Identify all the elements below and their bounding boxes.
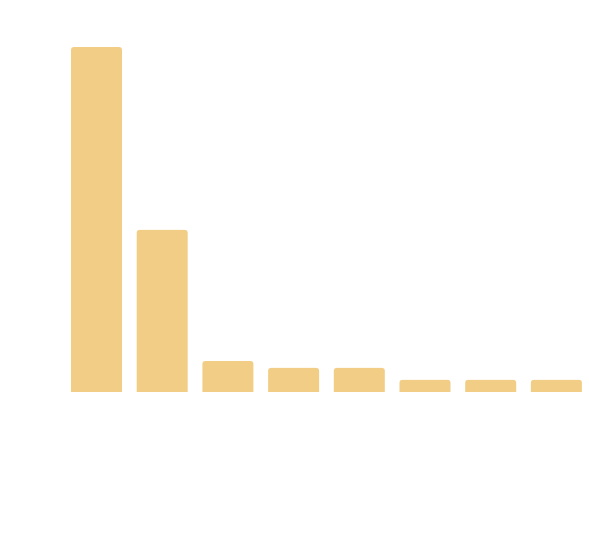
bar-6 bbox=[399, 379, 451, 392]
bar-4 bbox=[268, 367, 320, 392]
bar-1 bbox=[71, 47, 122, 392]
bar-2 bbox=[136, 229, 188, 392]
bar-5 bbox=[333, 367, 385, 392]
bar-series bbox=[71, 47, 582, 392]
bar-3 bbox=[202, 360, 254, 392]
bar-7 bbox=[465, 379, 517, 392]
bar-8 bbox=[530, 379, 582, 392]
